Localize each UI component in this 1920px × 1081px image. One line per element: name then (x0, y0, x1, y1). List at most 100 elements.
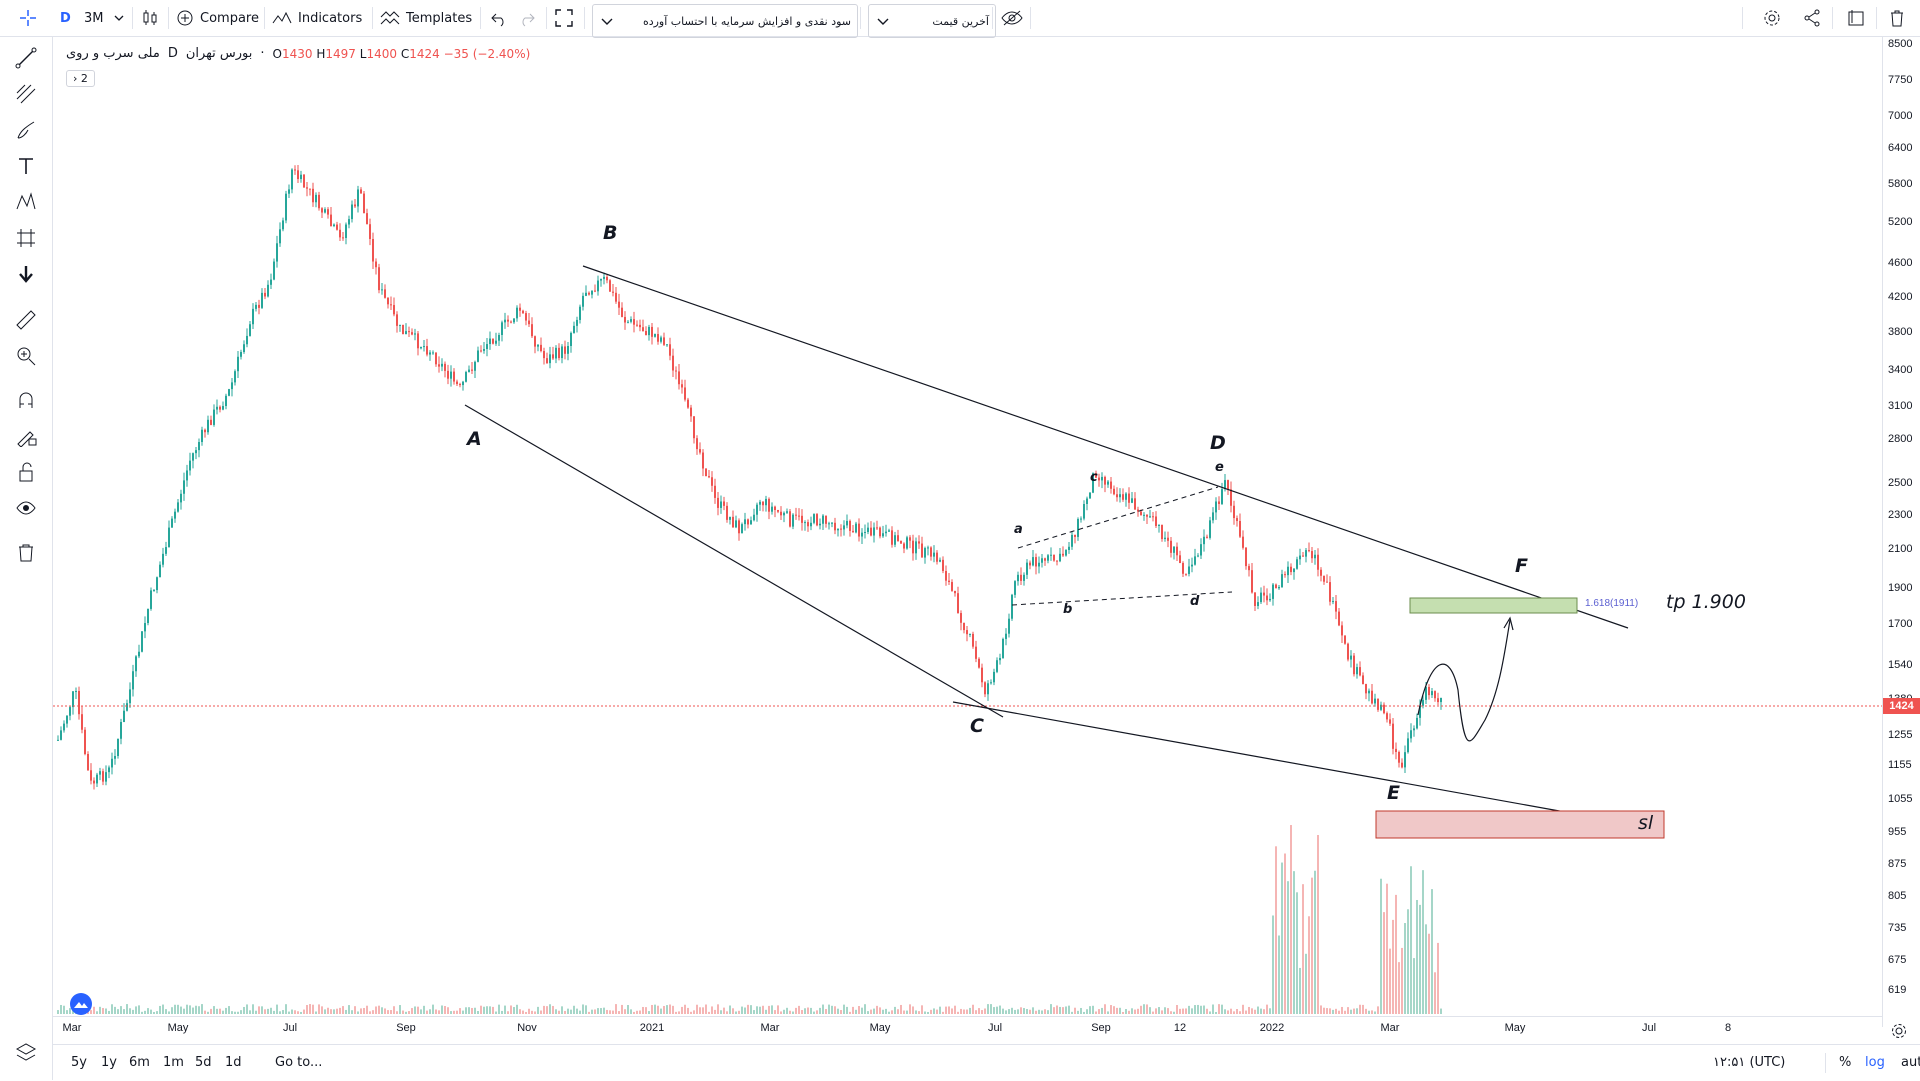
candle-body (168, 527, 170, 548)
price-chart[interactable] (53, 37, 1882, 1027)
volume-bar (753, 1010, 755, 1014)
range-button-6m[interactable]: 6m (129, 1055, 150, 1070)
volume-bar (414, 1006, 416, 1014)
interval-button[interactable]: 3M (84, 10, 104, 26)
range-button-1d[interactable]: 1d (225, 1055, 242, 1070)
auto-toggle[interactable]: auto (1901, 1055, 1920, 1070)
pattern-icon[interactable] (10, 187, 42, 217)
candle-body (402, 324, 404, 335)
time-tick-label: May (167, 1022, 189, 1034)
log-toggle[interactable]: log (1865, 1055, 1885, 1070)
candle-body (276, 243, 278, 262)
volume-bar (855, 1009, 857, 1014)
settings-gear-icon[interactable] (1762, 4, 1782, 32)
candles-icon[interactable] (140, 4, 160, 32)
volume-bar (885, 1008, 887, 1014)
volume-bar (978, 1008, 980, 1014)
time-tick-label: Mar (1380, 1022, 1400, 1034)
forecast-icon[interactable] (10, 223, 42, 253)
text-icon[interactable] (10, 151, 42, 181)
candle-body (351, 204, 353, 220)
redo-icon[interactable] (518, 4, 536, 32)
candle-body (867, 527, 869, 532)
crosshair-icon[interactable] (8, 4, 48, 32)
trend-line-icon[interactable] (10, 43, 42, 73)
volume-bar (1146, 1004, 1148, 1014)
utc-time[interactable]: ۱۲:۵۱ (UTC) (1713, 1055, 1786, 1070)
remove-drawings-icon[interactable] (10, 537, 42, 567)
zoom-in-icon[interactable] (10, 341, 42, 371)
candle-body (954, 590, 956, 594)
percent-toggle[interactable]: % (1839, 1055, 1852, 1070)
price-tick-label: 619 (1888, 984, 1907, 996)
undo-icon[interactable] (490, 4, 508, 32)
candle-body (90, 770, 92, 781)
volume-bar (159, 1005, 161, 1014)
price-axis[interactable] (1882, 37, 1920, 1027)
price-tick-label: 1255 (1888, 729, 1913, 741)
indicators-collapse-button[interactable]: › 2 (66, 70, 95, 87)
candle-body (1164, 537, 1166, 540)
candle-body (642, 327, 644, 332)
arrow-down-icon[interactable] (10, 259, 42, 289)
lock-icon[interactable] (10, 457, 42, 487)
layout-icon[interactable] (1846, 4, 1866, 32)
volume-bar (1350, 1009, 1352, 1014)
candle-body (459, 384, 461, 386)
volume-bar (354, 1006, 356, 1014)
volume-bar (312, 1004, 314, 1014)
volume-bar (1260, 1008, 1262, 1014)
range-button-5y[interactable]: 5y (71, 1055, 87, 1070)
volume-bar (726, 1011, 728, 1014)
magnet-icon[interactable] (10, 385, 42, 415)
volume-bar (1269, 1008, 1271, 1014)
last-price-dropdown[interactable]: آخرین قیمت (868, 4, 996, 38)
candle-body (501, 322, 503, 336)
candle-body (969, 633, 971, 635)
templates-button[interactable]: Templates (380, 4, 472, 32)
indicators-button[interactable]: Indicators (272, 4, 362, 32)
ruler-icon[interactable] (10, 305, 42, 335)
range-button-1m[interactable]: 1m (163, 1055, 184, 1070)
volume-bar (660, 1008, 662, 1014)
lock-pencil-icon[interactable] (10, 421, 42, 451)
fullscreen-icon[interactable] (554, 4, 574, 32)
volume-bar (531, 1010, 533, 1014)
candle-body (864, 531, 866, 533)
candle-body (1311, 551, 1313, 559)
candle-body (93, 780, 95, 784)
dividends-dropdown[interactable]: سود نقدی و افزایش سرمایه با احتساب آورده (592, 4, 858, 38)
candle-body (1047, 555, 1049, 561)
tradingview-logo-icon[interactable] (70, 993, 92, 1015)
pitchfork-icon[interactable] (10, 79, 42, 109)
symbol-button[interactable]: D (60, 10, 71, 26)
axis-settings-gear-icon[interactable] (1890, 1022, 1908, 1044)
candle-body (942, 559, 944, 571)
candle-body (891, 530, 893, 545)
volume-bar (525, 1011, 527, 1014)
eye-icon[interactable] (10, 493, 42, 523)
candle-body (486, 344, 488, 349)
candle-body (228, 389, 230, 396)
volume-bar (795, 1007, 797, 1014)
trash-icon[interactable] (1888, 4, 1906, 32)
range-button-1y[interactable]: 1y (101, 1055, 117, 1070)
compare-button[interactable]: Compare (176, 4, 259, 32)
hide-eye-icon[interactable] (1000, 4, 1024, 32)
candle-body (1008, 618, 1010, 634)
volume-bar (459, 1008, 461, 1014)
volume-bar (516, 1004, 518, 1014)
goto-button[interactable]: Go to... (275, 1055, 323, 1070)
symbol-name[interactable]: ملی سرب و روی (66, 46, 160, 61)
triangle-lower-dashed (1011, 591, 1233, 606)
candle-body (852, 530, 854, 533)
candle-body (255, 304, 257, 309)
range-button-5d[interactable]: 5d (195, 1055, 212, 1070)
chevron-down-icon[interactable] (114, 4, 124, 32)
brush-icon[interactable] (10, 115, 42, 145)
layers-icon[interactable] (10, 1037, 42, 1067)
candle-body (723, 501, 725, 506)
candle-body (141, 631, 143, 652)
candle-body (948, 580, 950, 583)
share-icon[interactable] (1802, 4, 1822, 32)
